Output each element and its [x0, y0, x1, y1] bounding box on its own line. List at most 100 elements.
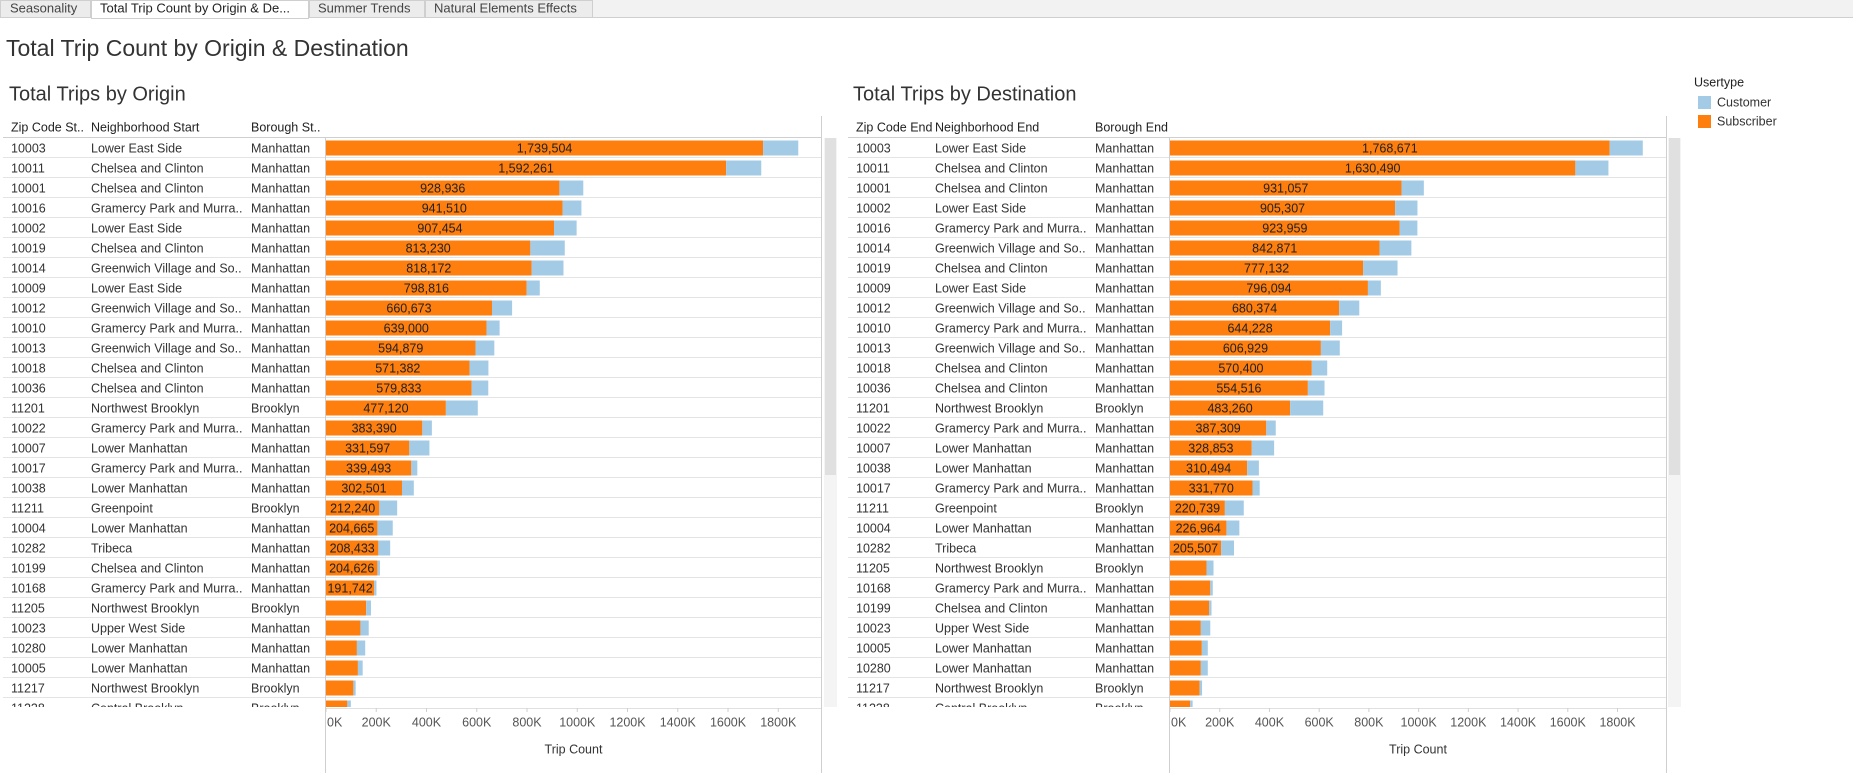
x-tick-label: 800K	[1354, 715, 1384, 729]
borough: Manhattan	[251, 561, 310, 575]
tab[interactable]	[0, 0, 91, 18]
borough: Manhattan	[1095, 621, 1154, 635]
bar-segment	[1609, 140, 1643, 156]
bar-segment	[562, 200, 582, 216]
legend-swatch[interactable]	[1698, 115, 1711, 128]
tab-label[interactable]: Summer Trends	[318, 0, 411, 15]
bar-segment	[377, 560, 380, 576]
bar-segment	[1170, 520, 1227, 536]
neighborhood: Chelsea and Clinton	[91, 161, 204, 175]
value-label: 220,739	[1175, 501, 1220, 515]
neighborhood: Central Brooklyn	[935, 701, 1027, 715]
borough: Manhattan	[251, 161, 310, 175]
legend-label[interactable]: Subscriber	[1717, 114, 1777, 128]
zip-code: 10023	[856, 621, 891, 635]
tab-label[interactable]: Total Trip Count by Origin & De...	[100, 0, 290, 15]
bar-segment	[1330, 320, 1343, 336]
scrollbar-thumb[interactable]	[1669, 138, 1680, 475]
tab[interactable]	[425, 0, 593, 18]
bar-segment	[326, 560, 378, 576]
column-header: Zip Code End	[856, 120, 932, 134]
neighborhood: Lower Manhattan	[935, 521, 1032, 535]
scrollbar-thumb[interactable]	[825, 138, 836, 475]
borough: Brooklyn	[1095, 681, 1144, 695]
bar-segment	[1226, 520, 1240, 536]
zip-code: 10282	[856, 541, 891, 555]
bar-segment	[1575, 160, 1609, 176]
bar-segment	[326, 540, 379, 556]
legend-label[interactable]: Customer	[1717, 95, 1771, 109]
bar-segment	[1170, 460, 1248, 476]
zip-code: 10009	[11, 281, 46, 295]
rows: 10003 Lower East Side Manhattan 1,739,504 10…	[3, 140, 821, 715]
neighborhood: Greenwich Village and So..	[935, 301, 1086, 315]
bar-segment	[1379, 240, 1412, 256]
value-label: 594,879	[378, 341, 423, 355]
bar-segment	[1201, 640, 1208, 656]
tab[interactable]	[309, 0, 425, 18]
value-label: 302,501	[341, 481, 386, 495]
bar-segment	[1170, 660, 1201, 676]
value-label: 928,936	[420, 181, 465, 195]
borough: Manhattan	[1095, 581, 1154, 595]
zip-code: 10018	[11, 361, 46, 375]
bar-segment	[402, 480, 414, 496]
tab-active[interactable]	[91, 0, 309, 19]
neighborhood: Northwest Brooklyn	[91, 681, 199, 695]
bar-segment	[1170, 540, 1222, 556]
neighborhood: Lower Manhattan	[935, 441, 1032, 455]
zip-code: 10011	[856, 161, 890, 175]
borough: Manhattan	[251, 621, 310, 635]
zip-code: 11211	[11, 501, 44, 515]
borough: Manhattan	[1095, 301, 1154, 315]
borough: Manhattan	[1095, 361, 1154, 375]
bar-segment	[326, 280, 527, 296]
bar-segment	[1190, 700, 1193, 707]
borough: Manhattan	[251, 641, 310, 655]
value-label: 842,871	[1252, 241, 1297, 255]
x-tick-label: 1200K	[609, 715, 646, 729]
zip-code: 11217	[856, 681, 890, 695]
bar-segment	[326, 620, 361, 636]
zip-code: 10018	[856, 361, 891, 375]
tab-label[interactable]: Natural Elements Effects	[434, 0, 577, 15]
zip-code: 10199	[856, 601, 891, 615]
bar-segment	[1170, 440, 1252, 456]
value-label: 813,230	[406, 241, 451, 255]
bar-segment	[326, 300, 493, 316]
borough: Manhattan	[1095, 221, 1154, 235]
x-tick-label: 600K	[462, 715, 492, 729]
value-label: 905,307	[1260, 201, 1305, 215]
x-tick-label: 1400K	[1500, 715, 1537, 729]
bar-segment	[422, 420, 432, 436]
value-label: 796,094	[1246, 281, 1291, 295]
value-label: 606,929	[1223, 341, 1268, 355]
bar-segment	[475, 340, 495, 356]
value-label: 483,260	[1207, 401, 1252, 415]
bar-segment	[377, 520, 393, 536]
bar-segment	[1170, 160, 1576, 176]
bar-segment	[1200, 660, 1208, 676]
bar-segment	[409, 440, 430, 456]
tab-label[interactable]: Seasonality	[10, 0, 78, 15]
zip-code: 11238	[11, 701, 45, 715]
borough: Manhattan	[1095, 641, 1154, 655]
neighborhood: Gramercy Park and Murra..	[91, 581, 242, 595]
borough: Manhattan	[1095, 201, 1154, 215]
neighborhood: Greenpoint	[91, 501, 153, 515]
value-label: 680,374	[1232, 301, 1277, 315]
borough: Manhattan	[251, 521, 310, 535]
bar-segment	[1170, 680, 1200, 696]
borough: Manhattan	[1095, 521, 1154, 535]
bar-segment	[379, 500, 398, 516]
value-label: 387,309	[1196, 421, 1241, 435]
bar-segment	[326, 440, 410, 456]
bar-segment	[326, 520, 378, 536]
value-label: 205,507	[1173, 541, 1218, 555]
neighborhood: Gramercy Park and Murra..	[935, 221, 1086, 235]
neighborhood: Gramercy Park and Murra..	[91, 461, 242, 475]
borough: Manhattan	[251, 341, 310, 355]
value-label: 204,665	[329, 521, 374, 535]
bar-segment	[1170, 220, 1400, 236]
legend-swatch[interactable]	[1698, 96, 1711, 109]
